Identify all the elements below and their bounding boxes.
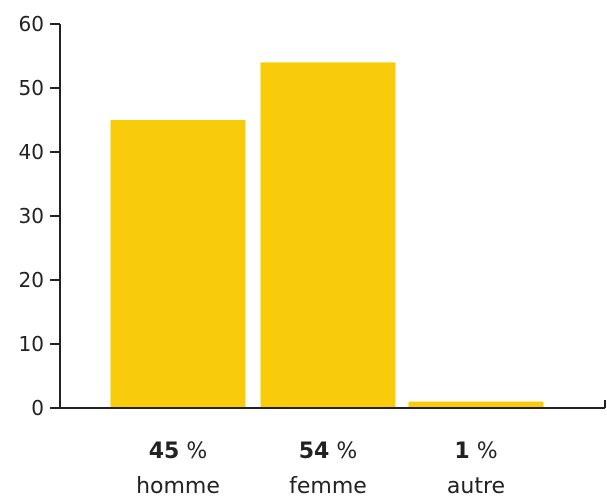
category-label-autre: autre (447, 474, 505, 499)
value-label-unit: % (179, 439, 207, 464)
value-label: 45 % (149, 439, 208, 464)
value-label-unit: % (470, 439, 498, 464)
category-label-homme: homme (136, 474, 220, 499)
x-axis (60, 400, 606, 409)
bar-femme (260, 62, 396, 409)
y-tick-label: 50 (19, 76, 44, 100)
bar-homme (110, 120, 246, 408)
value-label-number: 45 (149, 439, 180, 464)
value-label-unit: % (329, 439, 357, 464)
y-tick-label: 60 (19, 12, 44, 36)
value-label-number: 1 (454, 439, 469, 464)
y-tick-label: 0 (31, 396, 44, 420)
y-tick-label: 30 (19, 204, 44, 228)
bars (110, 62, 544, 409)
value-label-number: 54 (299, 439, 330, 464)
category-labels: 45 % homme 54 % femme 1 % autre (136, 439, 505, 499)
bar-autre (408, 401, 544, 408)
y-tick-label: 40 (19, 140, 44, 164)
y-tick-label: 20 (19, 268, 44, 292)
category-label-femme: femme (289, 474, 367, 499)
value-label: 54 % (299, 439, 358, 464)
value-label: 1 % (454, 439, 497, 464)
y-axis: 0 10 20 30 40 50 60 (19, 12, 61, 420)
y-tick-label: 10 (19, 332, 44, 356)
